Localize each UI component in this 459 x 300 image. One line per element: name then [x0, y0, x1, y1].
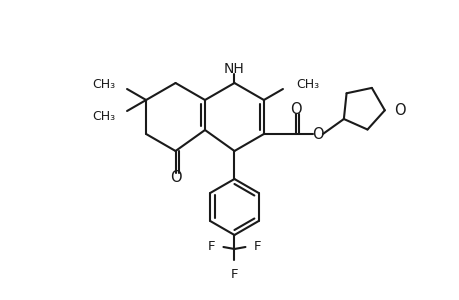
Text: NH: NH: [224, 62, 244, 76]
Text: O: O: [311, 127, 323, 142]
Text: CH₃: CH₃: [296, 77, 319, 91]
Text: CH₃: CH₃: [93, 77, 116, 91]
Text: O: O: [169, 170, 181, 185]
Text: F: F: [230, 268, 238, 281]
Text: O: O: [290, 101, 301, 116]
Text: O: O: [393, 103, 404, 118]
Text: CH₃: CH₃: [93, 110, 116, 122]
Text: F: F: [253, 241, 260, 254]
Text: F: F: [207, 241, 215, 254]
